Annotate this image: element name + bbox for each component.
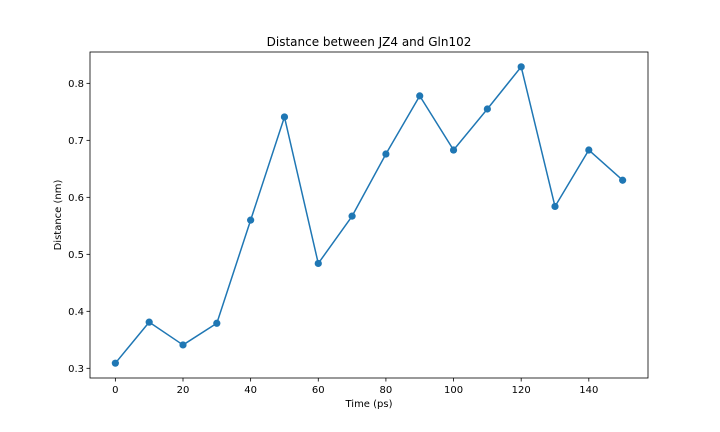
x-tick-label-1: 20 <box>177 385 190 396</box>
data-point-10 <box>449 146 458 154</box>
x-tick-label-7: 140 <box>579 385 598 396</box>
data-point-2 <box>179 341 187 349</box>
plot-frame <box>89 51 649 379</box>
data-point-8 <box>382 150 390 158</box>
data-point-9 <box>416 92 424 100</box>
x-tick-label-3: 60 <box>312 385 325 396</box>
data-point-1 <box>145 318 153 326</box>
y-tick-label-4: 0.7 <box>68 136 84 147</box>
data-point-15 <box>619 176 627 184</box>
x-tick-label-6: 120 <box>512 385 531 396</box>
x-tick-label-5: 100 <box>444 385 463 396</box>
data-point-12 <box>517 63 525 71</box>
x-tick-label-2: 40 <box>244 385 257 396</box>
chart-title: Distance between JZ4 and Gln102 <box>267 35 472 49</box>
data-point-3 <box>213 319 221 327</box>
data-point-4 <box>247 216 255 224</box>
data-point-5 <box>280 113 289 121</box>
y-tick-label-0: 0.3 <box>68 364 84 375</box>
y-tick-label-1: 0.4 <box>68 307 84 318</box>
x-tick-label-4: 80 <box>380 385 393 396</box>
data-point-11 <box>483 105 491 113</box>
data-point-14 <box>585 146 593 154</box>
data-point-6 <box>314 259 322 268</box>
data-point-13 <box>551 202 559 211</box>
data-point-0 <box>111 359 119 367</box>
y-tick-label-2: 0.5 <box>68 250 84 261</box>
y-tick-label-3: 0.6 <box>68 193 84 204</box>
y-axis-label: Distance (nm) <box>53 180 64 251</box>
y-tick-label-5: 0.8 <box>68 79 84 90</box>
x-tick-label-0: 0 <box>112 385 118 396</box>
x-axis-label: Time (ps) <box>344 399 392 410</box>
data-point-7 <box>348 212 356 220</box>
series-line-0 <box>114 66 624 364</box>
